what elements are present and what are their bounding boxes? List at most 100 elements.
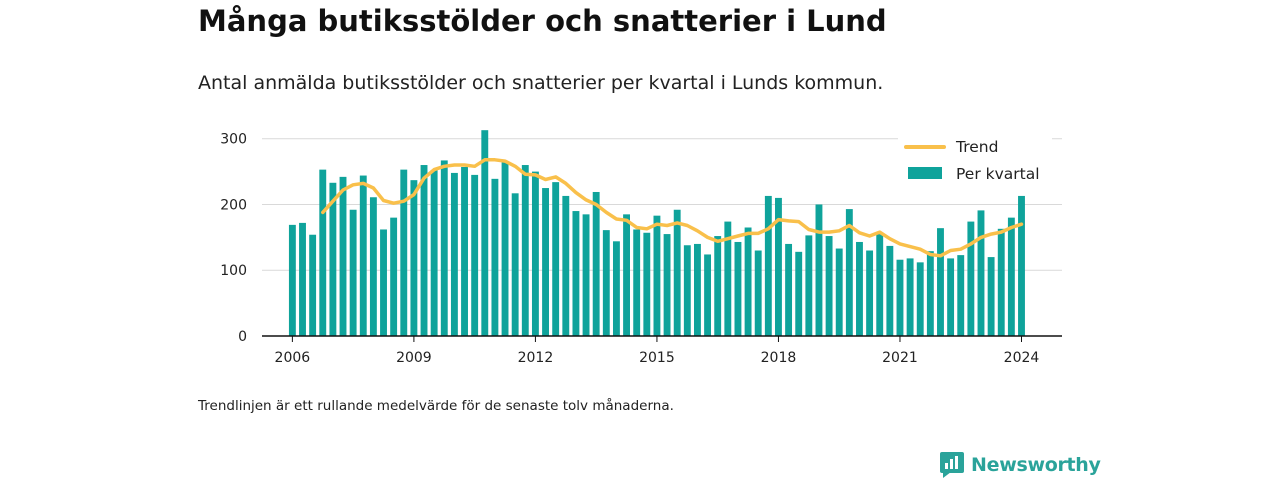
bar — [987, 257, 995, 336]
bar — [511, 193, 519, 336]
brand-logo: Newsworthy — [940, 452, 1101, 478]
chart-subtitle: Antal anmälda butiksstölder och snatteri… — [198, 72, 884, 94]
bar — [420, 165, 428, 336]
bar — [694, 243, 701, 336]
bar — [856, 241, 863, 336]
bar — [288, 224, 296, 336]
bar — [866, 250, 874, 336]
bar — [299, 222, 306, 336]
y-tick-label: 200 — [220, 197, 247, 213]
bar — [481, 130, 489, 336]
bar — [319, 169, 327, 336]
bar — [491, 178, 499, 336]
bar — [339, 176, 347, 336]
bar — [349, 209, 357, 336]
bar — [704, 254, 712, 336]
legend-background — [898, 133, 1052, 189]
bar — [835, 248, 843, 336]
bar — [967, 221, 975, 336]
bar — [724, 221, 732, 336]
y-tick-label: 300 — [220, 132, 247, 148]
x-tick-label: 2009 — [396, 350, 432, 366]
chart: 0 100 200 300 2006 2009 2012 2015 2018 2021 2024 T… — [220, 130, 1062, 366]
bar — [552, 182, 560, 336]
bar — [461, 167, 468, 336]
bar — [805, 235, 813, 336]
bar — [471, 174, 479, 336]
bar — [906, 258, 914, 336]
y-tick-label: 100 — [220, 263, 247, 279]
bar — [309, 234, 317, 336]
bar — [329, 182, 337, 336]
bar — [653, 215, 661, 336]
bar — [521, 165, 529, 336]
bar — [815, 204, 823, 336]
bar — [714, 236, 722, 336]
bar — [683, 245, 691, 336]
bar — [744, 227, 752, 336]
bar — [937, 228, 944, 336]
bar — [926, 251, 934, 336]
bar — [896, 259, 904, 336]
bar — [633, 229, 641, 336]
bar — [562, 195, 570, 336]
x-tick-label: 2024 — [1004, 350, 1040, 366]
bar — [359, 175, 367, 336]
chart-title: Många butiksstölder och snatterier i Lun… — [198, 4, 887, 38]
bar — [400, 169, 408, 336]
trend-series — [321, 158, 1024, 258]
bar — [582, 214, 590, 336]
bar — [886, 245, 894, 336]
bar — [542, 188, 549, 336]
bar — [380, 229, 387, 336]
trend-line — [321, 158, 1024, 258]
bar — [1007, 217, 1015, 336]
x-tick-label: 2018 — [761, 350, 797, 366]
bar — [440, 160, 448, 336]
bar — [572, 211, 580, 336]
footnote: Trendlinjen är ett rullande medelvärde f… — [198, 398, 674, 414]
brand-name: Newsworthy — [971, 454, 1101, 476]
bar — [501, 162, 509, 336]
bar — [916, 262, 924, 336]
x-tick-label: 2012 — [518, 350, 554, 366]
x-tick-label: 2021 — [882, 350, 918, 366]
bar — [957, 255, 965, 336]
bar — [602, 230, 610, 336]
bar — [764, 195, 772, 336]
bar — [825, 236, 833, 336]
bar — [845, 209, 853, 336]
x-tick-label: 2015 — [639, 350, 675, 366]
bar-series — [288, 130, 1025, 336]
axes: 0 100 200 300 2006 2009 2012 2015 2018 2021 2024 — [220, 132, 1062, 366]
bar — [673, 209, 681, 336]
newsworthy-logo-icon — [940, 452, 964, 478]
bar — [775, 197, 782, 336]
legend: Trend Per kvartal — [898, 133, 1052, 189]
bar — [430, 170, 438, 336]
bar — [795, 251, 803, 336]
bar — [947, 258, 955, 336]
bar — [410, 180, 418, 336]
bar — [1018, 195, 1025, 336]
legend-bar-label: Per kvartal — [956, 165, 1040, 183]
legend-trend-label: Trend — [955, 138, 998, 156]
bar — [390, 217, 398, 336]
bar — [623, 214, 630, 336]
bar — [785, 243, 793, 336]
bar — [612, 241, 620, 336]
y-tick-label: 0 — [238, 329, 247, 345]
bar — [977, 210, 985, 336]
bar — [369, 197, 377, 336]
x-tick-label: 2006 — [275, 350, 311, 366]
bar — [754, 250, 762, 336]
bar — [876, 234, 884, 336]
bar — [450, 172, 458, 336]
bar — [997, 228, 1005, 336]
bar — [734, 241, 742, 336]
bar — [663, 234, 671, 336]
bar — [643, 232, 651, 336]
bar — [592, 191, 600, 336]
legend-bar-swatch — [908, 167, 942, 179]
bar — [531, 171, 539, 336]
